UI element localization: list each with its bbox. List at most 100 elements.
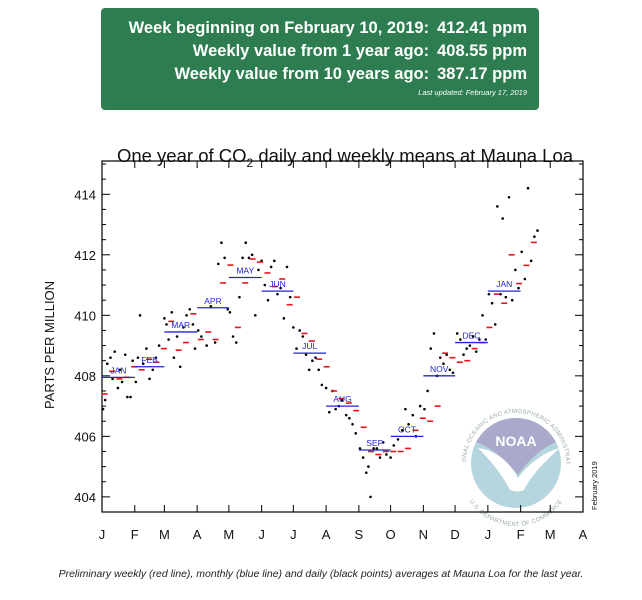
- daily-point: [216, 262, 220, 266]
- logo-text: NOAA: [495, 433, 536, 449]
- banner-value: 408.55 ppm: [437, 42, 527, 60]
- last-updated: Last updated: February 17, 2019: [418, 88, 527, 97]
- daily-point: [311, 359, 314, 363]
- daily-point: [344, 413, 348, 417]
- daily-point: [231, 335, 235, 338]
- daily-point: [429, 347, 433, 350]
- daily-point: [118, 368, 122, 372]
- daily-point: [348, 416, 351, 420]
- daily-point: [418, 404, 422, 408]
- x-tick-label: F: [517, 527, 525, 542]
- daily-point: [426, 389, 429, 393]
- daily-point: [188, 307, 192, 311]
- daily-point: [317, 368, 321, 372]
- daily-point: [334, 407, 337, 411]
- x-tick-label: D: [450, 527, 459, 542]
- chart-caption: Preliminary weekly (red line), monthly (…: [58, 568, 584, 580]
- svg-text:NATIONAL OCEANIC AND ATMOSPHER: NATIONAL OCEANIC AND ATMOSPHERIC ADMINIS…: [0, 0, 570, 465]
- monthly-label: AUG: [333, 394, 351, 404]
- monthly-label: JAN: [496, 279, 512, 289]
- daily-point: [389, 456, 392, 459]
- daily-point: [375, 447, 379, 450]
- daily-point: [442, 362, 445, 366]
- daily-point: [493, 323, 497, 326]
- daily-point: [459, 338, 462, 341]
- daily-point: [276, 292, 279, 296]
- daily-point: [167, 338, 170, 341]
- daily-point: [295, 347, 298, 350]
- daily-point: [123, 353, 127, 356]
- daily-point: [462, 353, 465, 356]
- daily-point: [517, 286, 520, 290]
- daily-point: [320, 383, 324, 387]
- daily-point: [269, 265, 273, 269]
- daily-point: [474, 350, 478, 353]
- daily-point: [484, 338, 488, 341]
- banner-label: Weekly value from 10 years ago:: [174, 65, 430, 83]
- daily-point: [263, 283, 267, 287]
- daily-point: [247, 256, 251, 260]
- monthly-label: JUL: [302, 341, 317, 351]
- daily-point: [285, 265, 289, 269]
- x-tick-label: A: [579, 527, 588, 542]
- daily-point: [324, 386, 328, 390]
- daily-point: [220, 241, 223, 244]
- daily-point: [178, 365, 182, 369]
- monthly-label: MAY: [236, 265, 254, 275]
- daily-point: [301, 335, 305, 338]
- date-stamp: February 2019: [590, 461, 599, 510]
- daily-point: [536, 229, 539, 232]
- x-tick-label: J: [485, 527, 492, 542]
- x-tick-label: A: [193, 527, 202, 542]
- daily-point: [273, 259, 276, 263]
- daily-point: [223, 256, 226, 260]
- daily-point: [501, 217, 504, 220]
- daily-point: [400, 429, 404, 432]
- daily-point: [109, 356, 112, 359]
- daily-point: [523, 277, 527, 281]
- daily-point: [238, 295, 241, 299]
- daily-point: [378, 456, 382, 459]
- daily-point: [372, 447, 375, 450]
- daily-point: [314, 356, 317, 359]
- daily-point: [468, 344, 472, 347]
- daily-point: [120, 380, 124, 384]
- daily-point: [407, 422, 410, 426]
- daily-point: [101, 407, 105, 411]
- daily-point: [448, 368, 452, 372]
- plot-frame: [101, 160, 584, 513]
- chart-title: One year of CO2 daily and weekly means a…: [117, 145, 574, 170]
- daily-point: [170, 310, 174, 314]
- daily-point: [438, 356, 442, 359]
- daily-point: [244, 241, 248, 244]
- daily-point: [105, 362, 109, 366]
- daily-point: [478, 338, 481, 341]
- daily-point: [282, 317, 286, 320]
- daily-point: [138, 314, 142, 317]
- daily-point: [396, 438, 400, 441]
- daily-point: [288, 295, 292, 299]
- x-tick-label: M: [545, 527, 556, 542]
- daily-point: [445, 353, 448, 356]
- y-axis-label: PARTS PER MILLION: [42, 281, 57, 409]
- daily-point: [134, 380, 138, 384]
- daily-point: [529, 259, 533, 263]
- daily-point: [196, 329, 200, 332]
- x-tick-label: J: [99, 527, 106, 542]
- daily-point: [253, 314, 257, 317]
- daily-point: [340, 398, 344, 402]
- monthly-label: OCT: [398, 424, 416, 434]
- daily-point: [487, 292, 491, 296]
- daily-point: [423, 407, 426, 411]
- x-tick-label: N: [419, 527, 428, 542]
- daily-point: [111, 377, 114, 381]
- daily-point: [141, 362, 145, 366]
- daily-point: [266, 298, 270, 302]
- daily-point: [151, 368, 155, 372]
- daily-point: [145, 347, 148, 350]
- daily-point: [185, 314, 188, 317]
- daily-point: [404, 407, 407, 411]
- y-tick-label: 408: [74, 369, 96, 384]
- y-tick-label: 410: [74, 308, 96, 323]
- latest-values-banner: Week beginning on February 10, 2019: 412.…: [101, 8, 539, 110]
